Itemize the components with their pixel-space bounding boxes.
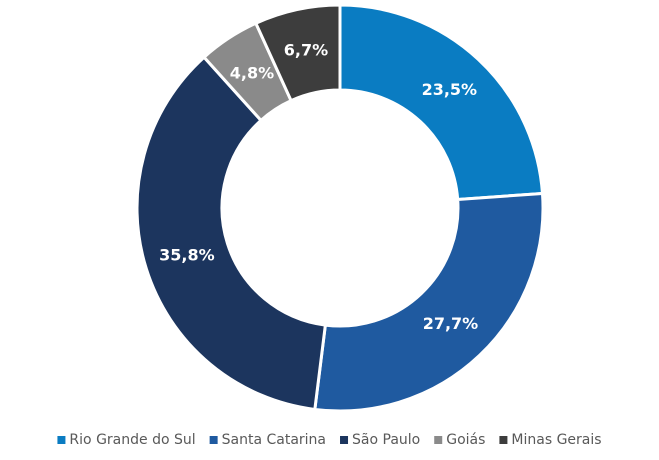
legend-swatch [499,436,508,444]
legend-swatch [209,436,218,444]
legend-label: Rio Grande do Sul [69,432,195,448]
legend-label: Goiás [446,432,485,448]
legend-swatch [434,436,443,444]
slice [135,55,328,412]
legend-swatch [57,436,66,444]
legend-label: Minas Gerais [511,432,601,448]
legend: Rio Grande do Sul Santa Catarina São Paulo… [57,432,602,448]
value-label: 4,8% [230,63,274,82]
legend-label: São Paulo [352,432,420,448]
slice [313,191,545,413]
value-label: 27,7% [423,314,479,333]
value-label: 23,5% [422,80,478,99]
legend-label: Santa Catarina [222,432,326,448]
legend-swatch [340,436,349,444]
slice [338,3,545,202]
value-label: 6,7% [284,41,328,60]
slice [253,3,342,103]
value-label: 35,8% [159,246,215,265]
